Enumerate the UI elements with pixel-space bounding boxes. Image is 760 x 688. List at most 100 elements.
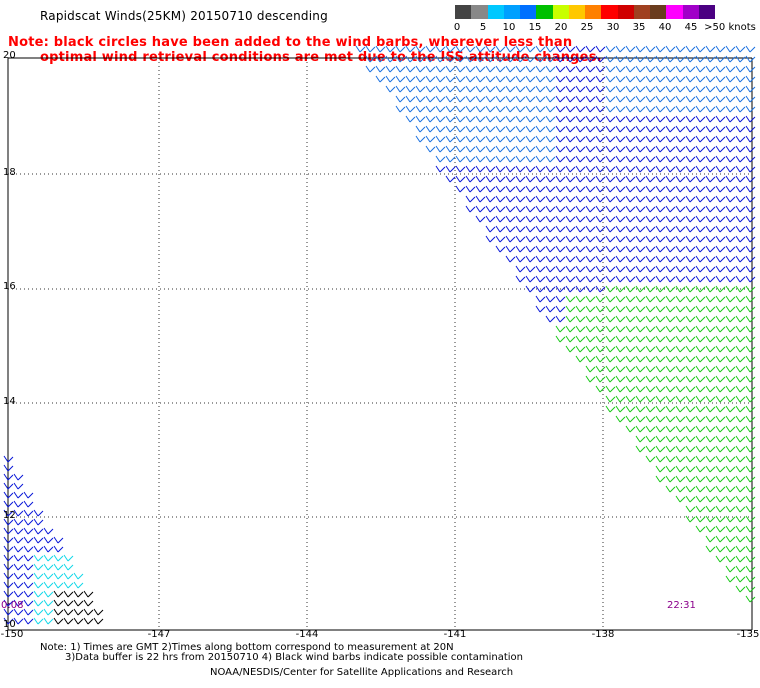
legend-swatch bbox=[666, 5, 683, 19]
wind-barb bbox=[695, 45, 706, 53]
wind-barb bbox=[605, 385, 616, 393]
wind-barb bbox=[655, 435, 666, 443]
wind-barb bbox=[505, 115, 516, 123]
wind-barb bbox=[525, 125, 536, 133]
wind-barb bbox=[23, 572, 34, 580]
wind-barb bbox=[745, 245, 756, 253]
wind-barb bbox=[385, 75, 396, 83]
wind-barb bbox=[605, 135, 616, 143]
wind-barb bbox=[675, 445, 686, 453]
wind-barb bbox=[585, 185, 596, 193]
wind-barb bbox=[695, 225, 706, 233]
wind-barb bbox=[445, 105, 456, 113]
wind-barb bbox=[745, 525, 756, 533]
wind-barb bbox=[435, 85, 446, 93]
wind-barb bbox=[665, 45, 676, 53]
wind-barb bbox=[695, 165, 706, 173]
wind-barb bbox=[715, 105, 726, 113]
wind-barb bbox=[495, 155, 506, 163]
wind-barb bbox=[645, 155, 656, 163]
wind-barb bbox=[585, 195, 596, 203]
wind-barb bbox=[675, 295, 686, 303]
wind-barb bbox=[585, 325, 596, 333]
wind-barb bbox=[715, 185, 726, 193]
wind-barb bbox=[665, 425, 676, 433]
legend-swatch bbox=[487, 5, 504, 19]
wind-barb bbox=[635, 245, 646, 253]
wind-barb bbox=[735, 165, 746, 173]
wind-barb bbox=[705, 475, 716, 483]
wind-barb bbox=[705, 155, 716, 163]
wind-barb bbox=[745, 305, 756, 313]
wind-barb bbox=[575, 185, 586, 193]
wind-barb bbox=[645, 135, 656, 143]
wind-barb bbox=[445, 115, 456, 123]
wind-barb bbox=[595, 145, 606, 153]
wind-barb bbox=[735, 135, 746, 143]
wind-barb bbox=[745, 75, 756, 83]
wind-barb bbox=[735, 565, 746, 573]
wind-barb bbox=[735, 375, 746, 383]
wind-barb bbox=[595, 115, 606, 123]
wind-barb bbox=[735, 535, 746, 543]
wind-barb bbox=[745, 45, 756, 53]
wind-barb bbox=[505, 205, 516, 213]
wind-barb bbox=[555, 185, 566, 193]
legend-tick-label: 10 bbox=[502, 22, 516, 33]
wind-barb bbox=[745, 585, 756, 593]
wind-barb bbox=[635, 85, 646, 93]
wind-barb bbox=[415, 75, 426, 83]
wind-barb bbox=[535, 215, 546, 223]
wind-barb bbox=[515, 215, 526, 223]
wind-barb bbox=[495, 85, 506, 93]
wind-barb bbox=[515, 135, 526, 143]
wind-barb bbox=[585, 45, 596, 53]
wind-barb bbox=[575, 105, 586, 113]
wind-barb bbox=[485, 235, 496, 243]
wind-barb bbox=[655, 395, 666, 403]
wind-barb bbox=[705, 435, 716, 443]
wind-barb bbox=[555, 145, 566, 153]
wind-barb bbox=[13, 581, 24, 589]
wind-barb bbox=[605, 55, 616, 63]
wind-barb bbox=[735, 105, 746, 113]
wind-barb bbox=[13, 545, 24, 553]
wind-barb bbox=[725, 55, 736, 63]
wind-barb bbox=[715, 285, 726, 293]
wind-barb bbox=[595, 55, 606, 63]
wind-barb bbox=[655, 345, 666, 353]
wind-barb bbox=[675, 185, 686, 193]
wind-barb bbox=[73, 581, 84, 589]
wind-barb bbox=[675, 405, 686, 413]
wind-barb bbox=[575, 275, 586, 283]
time-label-left: 0:08 bbox=[1, 600, 24, 611]
wind-barb bbox=[735, 355, 746, 363]
wind-barb bbox=[665, 405, 676, 413]
wind-barb bbox=[725, 465, 736, 473]
wind-barb bbox=[635, 135, 646, 143]
wind-barb bbox=[535, 305, 546, 313]
wind-barb bbox=[33, 599, 44, 607]
wind-barb bbox=[705, 145, 716, 153]
wind-barb bbox=[545, 95, 556, 103]
wind-barb bbox=[705, 485, 716, 493]
wind-barb bbox=[615, 55, 626, 63]
wind-barb bbox=[735, 265, 746, 273]
wind-barb bbox=[505, 75, 516, 83]
wind-barb bbox=[575, 345, 586, 353]
wind-barb bbox=[43, 617, 54, 625]
wind-barb bbox=[715, 395, 726, 403]
wind-barb bbox=[23, 545, 34, 553]
wind-barb bbox=[575, 235, 586, 243]
wind-barb bbox=[595, 295, 606, 303]
wind-barb bbox=[505, 125, 516, 133]
wind-barb bbox=[43, 608, 54, 616]
wind-barb bbox=[745, 235, 756, 243]
wind-barb bbox=[735, 465, 746, 473]
wind-barb bbox=[555, 85, 566, 93]
wind-barb bbox=[425, 75, 436, 83]
wind-barb bbox=[625, 155, 636, 163]
wind-barb bbox=[635, 225, 646, 233]
wind-barb bbox=[475, 135, 486, 143]
lat-label-20: 20 bbox=[3, 50, 16, 61]
